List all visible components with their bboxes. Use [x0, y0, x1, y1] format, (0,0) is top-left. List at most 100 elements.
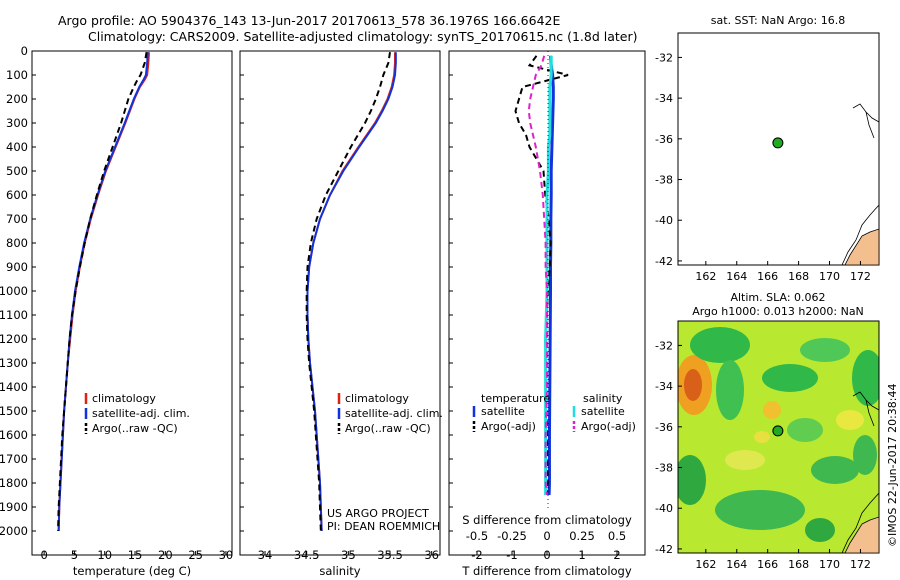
- x-tick-label: 36: [424, 548, 439, 562]
- y-tick-label: 1000: [0, 284, 28, 298]
- y-tick-label: 600: [6, 188, 28, 202]
- x-tick-label: 2: [613, 548, 620, 562]
- y-tick-label: 1600: [0, 428, 28, 442]
- map-y-tick-label: -36: [655, 421, 673, 434]
- x2-tick-label: -0.5: [466, 529, 488, 543]
- x-tick-label: 35.5: [377, 548, 403, 562]
- y-tick-label: 1400: [0, 380, 28, 394]
- salinity-series-group: [305, 52, 397, 532]
- x-tick-label: -1: [506, 548, 517, 562]
- series-argo-raw-qc-: [305, 52, 391, 532]
- x2-tick-label: 0.5: [608, 529, 626, 543]
- sst-map-coastline: [841, 103, 879, 265]
- map-y-tick-label: -42: [655, 255, 673, 268]
- diff-xlabel-salinity: S difference from climatology: [462, 513, 632, 527]
- map-markers-layer: [772, 137, 784, 437]
- map-y-tick-label: -34: [655, 380, 673, 393]
- x-tick-label: 34: [258, 548, 273, 562]
- y-tick-label: 900: [6, 260, 28, 274]
- sla-map-subtitle: Argo h1000: 0.013 h2000: NaN: [692, 305, 864, 318]
- legend-label-climatology: climatology: [92, 392, 156, 405]
- sst-map-title: sat. SST: NaN Argo: 16.8: [711, 14, 845, 27]
- x2-tick-label: -0.25: [497, 529, 527, 543]
- map-x-tick-label: 168: [788, 558, 809, 571]
- map-x-tick-label: 162: [695, 270, 716, 283]
- map-y-tick-label: -40: [655, 502, 673, 515]
- figure-title-line2: Climatology: CARS2009. Satellite-adjuste…: [88, 29, 638, 44]
- y-tick-label: 1100: [0, 308, 28, 322]
- map-y-tick-label: -42: [655, 543, 673, 556]
- map-x-tick-label: 166: [757, 270, 778, 283]
- map-y-tick-label: -38: [655, 462, 673, 475]
- diff-xlabel-temperature: T difference from climatology: [461, 564, 632, 578]
- series-satellite-temperature-: [547, 55, 555, 496]
- legend-label-satellite: satellite-adj. clim.: [345, 407, 443, 420]
- temperature-panel-frame: [31, 50, 233, 556]
- map-x-tick-label: 162: [695, 558, 716, 571]
- y-tick-label: 1700: [0, 452, 28, 466]
- map-y-tick-label: -40: [655, 214, 673, 227]
- y-tick-label: 400: [6, 140, 28, 154]
- argo-float-marker: [772, 137, 784, 149]
- map-y-tick-label: -38: [655, 174, 673, 187]
- x-tick-label: 5: [71, 548, 78, 562]
- temperature-xlabel: temperature (deg C): [73, 564, 191, 578]
- sla-map-frame: [677, 320, 880, 554]
- legend-header-salinity: salinity: [583, 392, 623, 405]
- x-tick-label: 10: [97, 548, 112, 562]
- temperature-series-group: [57, 52, 150, 532]
- difference-legend: temperature salinity satellite Argo(-adj…: [472, 392, 636, 433]
- figure-title-line1: Argo profile: AO 5904376_143 13-Jun-2017…: [58, 13, 561, 28]
- sst-map-frame: [677, 32, 880, 266]
- y-tick-label: 1800: [0, 476, 28, 490]
- y-tick-label: 0: [21, 44, 28, 58]
- legend-label-argo: Argo(..raw -QC): [92, 422, 178, 435]
- x-tick-label: 34.5: [294, 548, 320, 562]
- y-tick-label: 1900: [0, 500, 28, 514]
- x-tick-label: 30: [219, 548, 234, 562]
- series-argo-adj-temperature-: [514, 55, 569, 496]
- y-tick-label: 500: [6, 164, 28, 178]
- y-tick-label: 2000: [0, 524, 28, 538]
- y-tick-label: 1500: [0, 404, 28, 418]
- x2-tick-label: 0.25: [569, 529, 595, 543]
- x-tick-label: 1: [578, 548, 585, 562]
- y-tick-label: 1200: [0, 332, 28, 346]
- y-tick-label: 100: [6, 68, 28, 82]
- x-tick-label: 0: [40, 548, 47, 562]
- legend-label-climatology: climatology: [345, 392, 409, 405]
- map-y-tick-label: -34: [655, 92, 673, 105]
- y-tick-label: 1300: [0, 356, 28, 370]
- imos-credit: ©IMOS 22-Jun-2017 20:38:44: [886, 383, 899, 547]
- x-tick-label: 20: [158, 548, 173, 562]
- series-argo-raw-qc-: [57, 52, 148, 532]
- y-tick-label: 300: [6, 116, 28, 130]
- map-y-tick-label: -32: [655, 339, 673, 352]
- sla-map-title: Altim. SLA: 0.062: [730, 291, 825, 304]
- x-tick-label: -2: [471, 548, 482, 562]
- sla-map-coastline: [841, 391, 879, 553]
- series-argo-adj-salinity-: [527, 55, 548, 496]
- salinity-panel-frame: [239, 50, 441, 556]
- salinity-xlabel: salinity: [319, 564, 360, 578]
- y-tick-label: 800: [6, 236, 28, 250]
- temperature-legend: climatology satellite-adj. clim. Argo(..…: [84, 392, 190, 435]
- map-x-tick-label: 166: [757, 558, 778, 571]
- series-layer: [57, 52, 569, 532]
- legend-label-s-argo: Argo(-adj): [581, 420, 636, 433]
- map-x-tick-label: 164: [726, 270, 747, 283]
- y-tick-label: 200: [6, 92, 28, 106]
- map-x-tick-label: 170: [819, 558, 840, 571]
- axes-layer: 0 5 10 15 20 25 300100200300400500600700800900…: [0, 44, 871, 571]
- map-x-tick-label: 170: [819, 270, 840, 283]
- salinity-legend: climatology satellite-adj. clim. Argo(..…: [327, 392, 443, 533]
- legend-label-t-satellite: satellite: [481, 405, 525, 418]
- legend-label-argo: Argo(..raw -QC): [345, 422, 431, 435]
- legend-label-t-argo: Argo(-adj): [481, 420, 536, 433]
- map-y-tick-label: -32: [655, 51, 673, 64]
- legend-label-s-satellite: satellite: [581, 405, 625, 418]
- legend-label-satellite: satellite-adj. clim.: [92, 407, 190, 420]
- x-tick-label: 15: [128, 548, 143, 562]
- map-x-tick-label: 172: [850, 558, 871, 571]
